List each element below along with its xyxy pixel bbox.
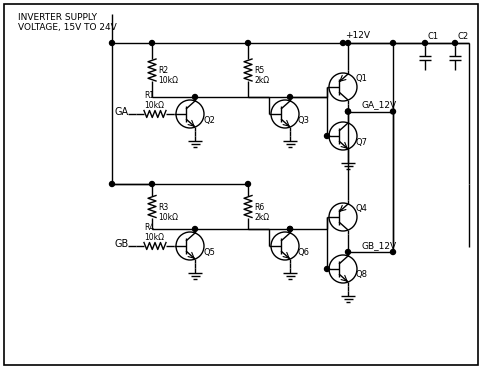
Text: Q5: Q5 [203, 248, 215, 256]
Text: Q1: Q1 [356, 73, 368, 83]
Circle shape [245, 182, 251, 186]
Circle shape [109, 182, 115, 186]
Text: Q7: Q7 [356, 138, 368, 146]
Circle shape [287, 94, 293, 100]
Text: Q8: Q8 [356, 270, 368, 279]
Text: Q6: Q6 [298, 248, 310, 256]
Circle shape [287, 227, 293, 231]
Text: R1
10kΩ: R1 10kΩ [144, 91, 164, 110]
Circle shape [390, 41, 396, 45]
Circle shape [423, 41, 428, 45]
Circle shape [390, 109, 396, 114]
Circle shape [109, 41, 115, 45]
Circle shape [346, 41, 350, 45]
Circle shape [149, 182, 155, 186]
Text: Q3: Q3 [298, 115, 310, 124]
Circle shape [324, 134, 330, 138]
Text: R5
2kΩ: R5 2kΩ [254, 66, 269, 85]
Text: GB_12V: GB_12V [361, 241, 396, 250]
Text: R2
10kΩ: R2 10kΩ [158, 66, 178, 85]
Circle shape [245, 41, 251, 45]
Circle shape [192, 94, 198, 100]
Text: GA_12V: GA_12V [361, 100, 396, 110]
Circle shape [346, 109, 350, 114]
Text: C2: C2 [458, 32, 469, 41]
Circle shape [390, 249, 396, 255]
Circle shape [287, 227, 293, 231]
Text: R4
10kΩ: R4 10kΩ [144, 223, 164, 242]
Circle shape [324, 266, 330, 272]
Text: Q4: Q4 [356, 203, 368, 213]
Circle shape [340, 41, 346, 45]
Text: R3
10kΩ: R3 10kΩ [158, 203, 178, 222]
Text: R6
2kΩ: R6 2kΩ [254, 203, 269, 222]
Text: C1: C1 [428, 32, 439, 41]
Text: GA: GA [114, 107, 128, 117]
Text: INVERTER SUPPLY
VOLTAGE, 15V TO 24V: INVERTER SUPPLY VOLTAGE, 15V TO 24V [18, 13, 117, 32]
Text: GB: GB [114, 239, 128, 249]
Circle shape [192, 227, 198, 231]
Text: +12V: +12V [345, 31, 370, 40]
Circle shape [453, 41, 457, 45]
Circle shape [149, 41, 155, 45]
Text: Q2: Q2 [203, 115, 215, 124]
Circle shape [346, 249, 350, 255]
Circle shape [346, 109, 350, 114]
